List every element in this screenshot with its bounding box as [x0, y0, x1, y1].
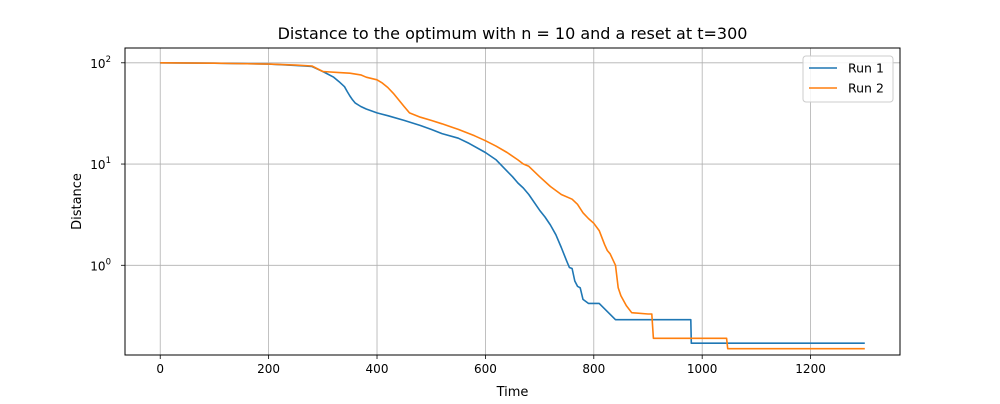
x-tick-label: 200 — [257, 362, 280, 376]
legend-label: Run 1 — [848, 61, 884, 76]
x-axis-label: Time — [496, 385, 529, 400]
series-lines — [160, 62, 865, 350]
series-line-2 — [160, 62, 865, 350]
grid-lines — [125, 48, 900, 355]
x-tick-label: 0 — [156, 362, 164, 376]
x-tick-label: 1200 — [795, 362, 826, 376]
series-line-1 — [160, 62, 865, 345]
x-tick-label: 600 — [474, 362, 497, 376]
x-tick-label: 400 — [366, 362, 389, 376]
plot-area-frame — [124, 47, 901, 356]
legend-label: Run 2 — [848, 81, 884, 96]
chart-title: Distance to the optimum with n = 10 and … — [278, 24, 748, 43]
x-tick-label: 800 — [582, 362, 605, 376]
y-axis-label: Distance — [70, 173, 85, 230]
x-tick-label: 1000 — [687, 362, 718, 376]
legend: Run 1 Run 2 — [802, 55, 894, 103]
